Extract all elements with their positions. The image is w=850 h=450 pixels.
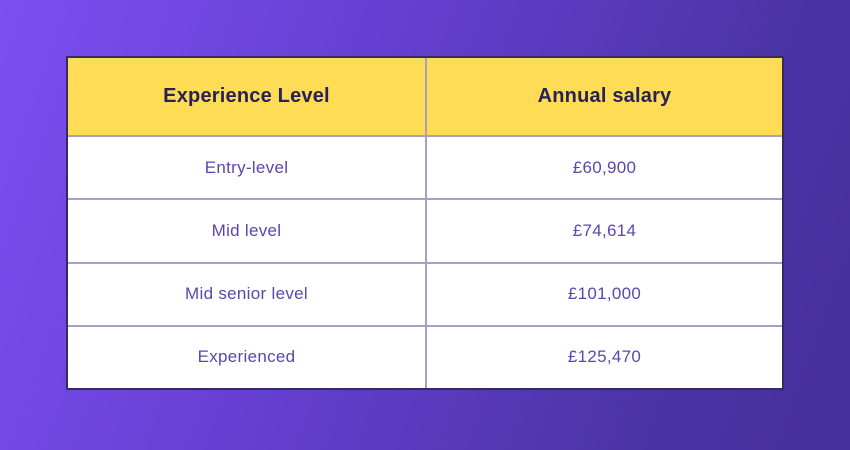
annual-salary-cell: £74,614: [425, 198, 782, 262]
column-header-experience-level: Experience Level: [68, 58, 425, 135]
annual-salary-cell: £125,470: [425, 324, 782, 388]
annual-salary-cell: £60,900: [425, 135, 782, 199]
experience-level-cell: Entry-level: [68, 135, 425, 199]
column-header-annual-salary: Annual salary: [425, 58, 782, 135]
salary-table: Experience Level Annual salary Entry-lev…: [66, 56, 784, 390]
annual-salary-cell: £101,000: [425, 261, 782, 325]
experience-level-cell: Mid senior level: [68, 261, 425, 325]
experience-level-cell: Mid level: [68, 198, 425, 262]
experience-level-cell: Experienced: [68, 324, 425, 388]
